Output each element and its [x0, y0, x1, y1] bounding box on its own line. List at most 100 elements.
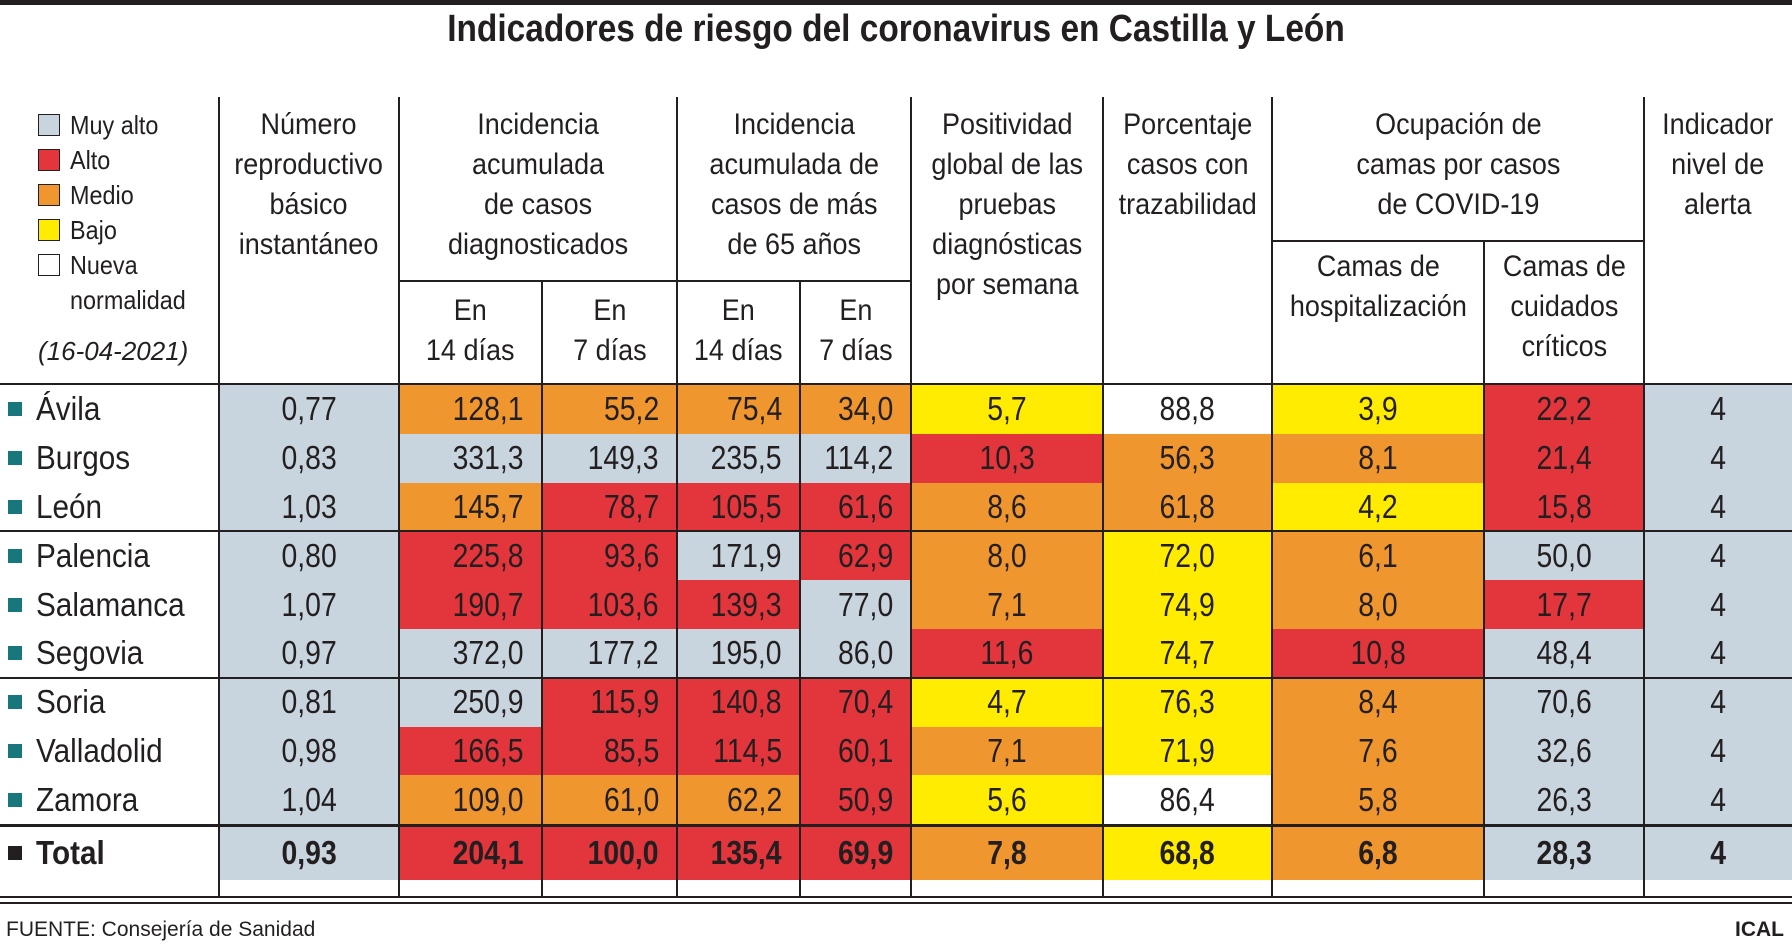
- legend-swatch: [38, 219, 60, 241]
- cell-ia-14: 225,8: [399, 531, 542, 581]
- cell-positividad: 11,6: [911, 629, 1103, 678]
- bullet-icon: [8, 499, 22, 514]
- cell-r: 0,80: [219, 531, 399, 581]
- cell-trazabilidad: 76,3: [1103, 677, 1272, 727]
- row-label: Soria: [8, 678, 113, 727]
- cell-ia-14: 190,7: [399, 580, 542, 629]
- row-label: León: [8, 483, 109, 532]
- row-label: Total: [8, 826, 112, 880]
- cell-hosp: 6,1: [1272, 531, 1484, 581]
- cell-nivel: 4: [1644, 433, 1792, 483]
- cell-positividad: 10,3: [911, 433, 1103, 483]
- header-uci: Camas de cuidados críticos: [1502, 250, 1626, 363]
- cell-ia-7: 93,6: [542, 531, 677, 581]
- legend-swatch: [38, 184, 60, 206]
- cell-i65-14: 139,3: [677, 580, 800, 629]
- cell-nivel: 4: [1644, 629, 1792, 678]
- row-label: Burgos: [8, 434, 141, 483]
- header-r: Número reproductivo básico instantáneo: [234, 108, 384, 261]
- cell-r: 1,03: [219, 482, 399, 532]
- legend-label: Bajo: [70, 215, 117, 245]
- header-positividad: Positividad global de las pruebas diagnó…: [931, 108, 1083, 301]
- cell-i65-14: 140,8: [677, 677, 800, 727]
- province-name: Ávila: [36, 390, 101, 428]
- cell-i65-7: 50,9: [800, 775, 911, 825]
- province-name: Total: [36, 834, 105, 872]
- province-name: Soria: [36, 683, 106, 721]
- legend-date: (16-04-2021): [38, 336, 189, 366]
- cell-ia-7: 55,2: [542, 385, 677, 434]
- province-name: Zamora: [36, 780, 139, 818]
- page-title: Indicadores de riesgo del coronavirus en…: [447, 8, 1345, 50]
- legend-item-bajo: Bajo: [38, 213, 122, 247]
- header-hosp: Camas de hospitalización: [1289, 250, 1467, 323]
- cell-i65-7: 86,0: [800, 629, 911, 678]
- bullet-icon: [8, 597, 22, 612]
- cell-uci: 21,4: [1484, 433, 1644, 483]
- cell-positividad: 8,6: [911, 482, 1103, 532]
- vertical-rule: [910, 97, 912, 896]
- vertical-rule: [541, 280, 543, 896]
- row-label: Valladolid: [8, 727, 177, 776]
- vertical-rule: [676, 97, 678, 896]
- footer-source: FUENTE: Consejería de Sanidad: [6, 918, 316, 941]
- cell-uci: 22,2: [1484, 385, 1644, 434]
- cell-nivel: 4: [1644, 677, 1792, 727]
- cell-i65-14: 62,2: [677, 775, 800, 825]
- cell-r: 0,83: [219, 433, 399, 483]
- header-trazabilidad: Porcentaje casos con trazabilidad: [1118, 108, 1257, 221]
- cell-nivel: 4: [1644, 775, 1792, 825]
- legend-item-medio: Medio: [38, 178, 141, 212]
- header-i65: Incidencia acumulada de casos de más de …: [709, 108, 879, 261]
- province-name: León: [36, 487, 103, 525]
- header-i65-7: En 7 días: [818, 294, 893, 367]
- cell-hosp: 8,0: [1272, 580, 1484, 629]
- cell-nivel: 4: [1644, 531, 1792, 581]
- cell-positividad: 7,8: [911, 826, 1103, 881]
- legend-swatch: [38, 254, 60, 276]
- legend-label: Medio: [70, 180, 134, 210]
- vertical-rule: [1483, 240, 1485, 896]
- cell-i65-14: 171,9: [677, 531, 800, 581]
- vertical-rule: [218, 97, 220, 896]
- cell-r: 0,93: [219, 826, 399, 881]
- cell-ia-14: 128,1: [399, 385, 542, 434]
- cell-nivel: 4: [1644, 385, 1792, 434]
- cell-i65-7: 77,0: [800, 580, 911, 629]
- horizontal-rule: [0, 383, 1792, 385]
- cell-positividad: 4,7: [911, 677, 1103, 727]
- cell-ia-14: 250,9: [399, 677, 542, 727]
- cell-trazabilidad: 61,8: [1103, 482, 1272, 532]
- province-name: Valladolid: [36, 731, 163, 769]
- cell-hosp: 4,2: [1272, 482, 1484, 532]
- vertical-rule: [1102, 97, 1104, 896]
- bullet-icon: [8, 402, 22, 417]
- cell-ia-14: 372,0: [399, 629, 542, 678]
- bullet-icon: [8, 451, 22, 466]
- cell-i65-7: 60,1: [800, 726, 911, 776]
- horizontal-rule: [399, 280, 911, 282]
- cell-hosp: 8,4: [1272, 677, 1484, 727]
- cell-uci: 15,8: [1484, 482, 1644, 532]
- cell-uci: 32,6: [1484, 726, 1644, 776]
- header-i65-14: En 14 días: [694, 294, 783, 367]
- vertical-rule: [398, 97, 400, 896]
- cell-i65-14: 75,4: [677, 385, 800, 434]
- row-label: Salamanca: [8, 580, 201, 629]
- legend-swatch: [38, 149, 60, 171]
- horizontal-rule: [0, 824, 1792, 828]
- cell-trazabilidad: 68,8: [1103, 826, 1272, 881]
- vertical-rule: [1271, 97, 1273, 896]
- legend-label: Alto: [70, 145, 111, 175]
- legend-swatch: [38, 114, 60, 136]
- header-ia-14: En 14 días: [426, 294, 515, 367]
- province-name: Burgos: [36, 439, 131, 477]
- cell-hosp: 3,9: [1272, 385, 1484, 434]
- cell-uci: 50,0: [1484, 531, 1644, 581]
- legend-item-nueva: Nueva normalidad: [38, 248, 199, 315]
- cell-ia-14: 109,0: [399, 775, 542, 825]
- cell-ia-7: 115,9: [542, 677, 677, 727]
- cell-i65-7: 61,6: [800, 482, 911, 532]
- top-rule: [0, 0, 1792, 5]
- bullet-icon: [8, 646, 22, 661]
